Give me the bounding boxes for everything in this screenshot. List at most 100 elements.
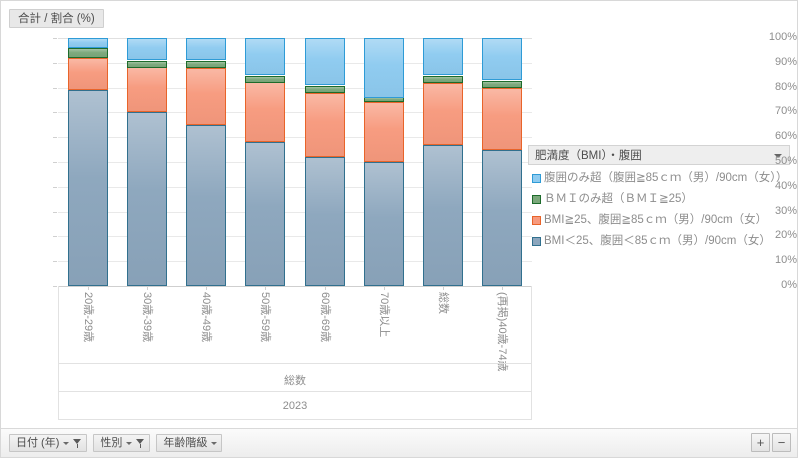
y-axis-tick-mark [53,162,57,163]
bar-segment[interactable] [186,125,227,286]
bar-segment[interactable] [304,86,345,93]
bar-segment[interactable] [423,38,464,75]
chevron-down-icon[interactable] [126,441,133,445]
axis-group-label: 総数 [284,375,306,387]
filter-shelf-pill[interactable]: 年齢階級 [156,434,223,452]
bar-segment[interactable] [245,38,286,75]
gridline [58,261,532,262]
bar-column[interactable] [363,38,404,286]
bar-segment[interactable] [304,93,345,157]
bar-segment[interactable] [186,68,227,125]
bar-segment[interactable] [245,76,286,83]
bar-column[interactable] [482,38,523,286]
segment-gloss [246,77,285,82]
axis-header-band [58,364,532,392]
bar-column[interactable] [423,38,464,286]
plot-area [58,38,532,286]
y-axis-tick-label: 0% [781,279,797,291]
bar-segment[interactable] [126,61,167,68]
bar-segment[interactable] [245,82,286,142]
legend-items: 腹囲のみ超（腹囲≧85ｃｍ（男）/90cm（女）） ＢＭＩのみ超（ＢＭＩ≧25） B… [528,165,790,259]
axis-group-label: 2023 [282,400,308,412]
legend-item[interactable]: BMI＜25、腹囲＜85ｃｍ（男）/90cm（女） [532,234,786,249]
bar-segment[interactable] [482,88,523,150]
bar-segment[interactable] [67,58,108,90]
filter-shelf-pill[interactable]: 日付 (年) [9,434,88,452]
y-axis-tick-mark [53,212,57,213]
y-axis-tick-label: 50% [774,155,797,167]
gridline [58,162,532,163]
bar-column[interactable] [67,38,108,286]
bar-segment[interactable] [67,90,108,286]
chevron-down-icon[interactable] [211,441,218,445]
gridline [58,63,532,64]
bar-segment[interactable] [186,38,227,60]
filter-shelf-label: 日付 (年) [16,436,60,449]
bar-segment[interactable] [126,67,167,112]
segment-gloss [305,94,344,156]
bar-segment[interactable] [67,48,108,58]
bar-segment[interactable] [126,112,167,286]
segment-gloss [424,77,463,82]
funnel-icon[interactable] [73,438,82,448]
legend-item[interactable]: ＢＭＩのみ超（ＢＭＩ≧25） [532,192,786,207]
chevron-down-icon[interactable] [63,441,70,445]
bar-segment[interactable] [423,76,464,83]
segment-gloss [68,49,107,57]
x-axis-tick-mark [206,286,208,290]
segment-gloss [364,163,403,285]
bar-column[interactable] [126,38,167,286]
bar-segment[interactable] [186,61,227,68]
legend-item-label: ＢＭＩのみ超（ＢＭＩ≧25） [544,193,693,205]
bar-segment[interactable] [423,83,464,145]
legend-header[interactable]: 肥満度（BMI）・腹囲 [528,145,790,165]
bar-column[interactable] [186,38,227,286]
x-axis-tick-mark [146,286,148,290]
bar-column[interactable] [304,38,345,286]
segment-gloss [187,39,226,59]
segment-gloss [246,39,285,74]
y-axis-tick-label: 40% [774,180,797,192]
bar-segment[interactable] [363,162,404,286]
segment-gloss [364,98,403,101]
funnel-icon[interactable] [136,438,145,448]
zoom-out-button[interactable]: − [772,433,791,452]
y-axis-tick-mark [53,112,57,113]
bar-segment[interactable] [126,38,167,60]
segment-gloss [483,151,522,285]
segment-gloss [127,39,166,59]
bar-segment[interactable] [482,150,523,286]
legend: 肥満度（BMI）・腹囲 腹囲のみ超（腹囲≧85ｃｍ（男）/90cm（女）） ＢＭＩ… [528,145,790,259]
segment-gloss [187,126,226,285]
legend-item[interactable]: 腹囲のみ超（腹囲≧85ｃｍ（男）/90cm（女）） [532,171,788,186]
measure-title-pill[interactable]: 合計 / 割合 (%) [9,9,104,28]
segment-gloss [483,82,522,87]
bar-segment[interactable] [67,38,108,48]
bar-segment[interactable] [482,81,523,88]
y-axis-tick-label: 10% [774,254,797,266]
bar-segment[interactable] [363,102,404,162]
bar-segment[interactable] [245,142,286,286]
segment-gloss [187,69,226,124]
bar-segment[interactable] [363,38,404,98]
legend-item-label: BMI≧25、腹囲≧85ｃｍ（男）/90cm（女） [544,214,768,226]
y-axis-tick-label: 70% [774,105,797,117]
y-axis-tick-label: 30% [774,205,797,217]
legend-swatch [532,174,541,183]
gridline [58,88,532,89]
legend-item[interactable]: BMI≧25、腹囲≧85ｃｍ（男）/90cm（女） [532,213,786,228]
chevron-down-icon[interactable] [774,154,782,158]
bar-segment[interactable] [304,38,345,85]
segment-gloss [483,39,522,79]
segment-gloss [127,113,166,285]
zoom-in-button[interactable]: + [751,433,770,452]
bottom-toolbar: 日付 (年) 性別 年齢階級 + − [1,428,797,457]
bar-segment[interactable] [304,157,345,286]
bar-column[interactable] [245,38,286,286]
filter-shelf-label: 性別 [100,436,123,449]
y-axis-tick-mark [53,236,57,237]
filter-shelf-pill[interactable]: 性別 [93,434,151,452]
bar-segment[interactable] [482,38,523,80]
bar-segment[interactable] [423,145,464,286]
